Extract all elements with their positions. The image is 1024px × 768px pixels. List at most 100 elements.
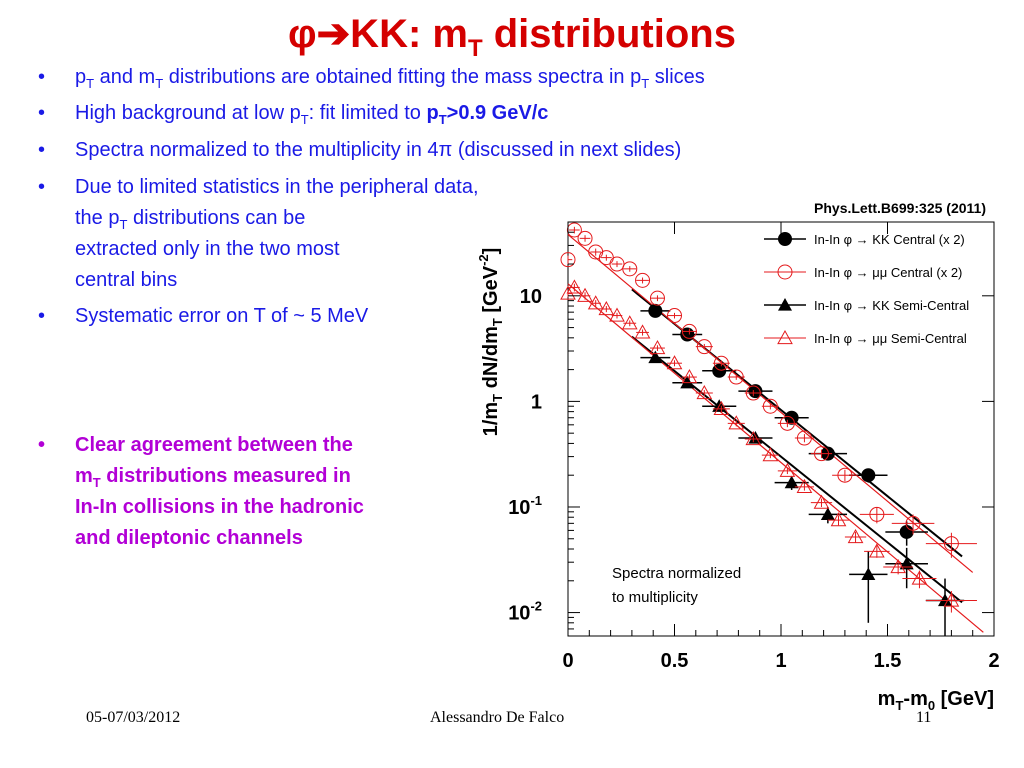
bullet-dot: •: [38, 434, 46, 456]
bullet-3-text: Spectra normalized to the multiplicity i…: [75, 139, 682, 161]
legend-label: In-In φ → KK Semi-Central: [814, 298, 969, 313]
y-tick-label: 10: [520, 286, 542, 308]
data-point: [762, 398, 778, 414]
fit-line: [631, 335, 963, 604]
data-point: [681, 323, 697, 339]
data-points: [560, 222, 977, 636]
bullet-dot: •: [38, 66, 46, 88]
data-point: [861, 567, 876, 580]
bullet-dot: •: [38, 176, 46, 198]
x-axis-label: mT-m0 [GeV]: [878, 688, 994, 713]
data-point: [621, 315, 638, 330]
data-point: [890, 558, 906, 574]
data-point: [649, 290, 665, 306]
series-3: [560, 279, 977, 613]
data-point: [943, 592, 960, 607]
chart-annotation-line-2: to multiplicity: [612, 589, 698, 606]
chart-reference: Phys.Lett.B699:325 (2011): [814, 200, 986, 216]
bullet-dot: •: [38, 305, 46, 327]
bullet-4-line-3: extracted only in the two most: [75, 238, 340, 260]
data-point: [680, 375, 695, 389]
y-axis-ticks: 10 1 10-1 10-2: [508, 221, 994, 637]
data-point: [837, 467, 853, 483]
legend-label: In-In φ → μμ Semi-Central: [814, 331, 967, 346]
bullet-6-line-1: Clear agreement between the: [75, 434, 353, 456]
data-point: [598, 250, 614, 266]
data-point: [796, 478, 813, 493]
x-tick-label: 0: [562, 650, 573, 672]
data-point: [566, 222, 582, 238]
bullet-6-line-4: and dileptonic channels: [75, 527, 303, 549]
data-point: [648, 350, 663, 364]
legend-marker: [778, 298, 792, 311]
x-tick-label: 0.5: [661, 650, 689, 672]
data-point: [728, 369, 744, 385]
bullet-dot: •: [38, 139, 46, 161]
data-point: [560, 252, 576, 268]
slide-title: φ➔KK: mT distributions: [0, 10, 1024, 73]
data-point: [696, 339, 712, 355]
data-point: [696, 385, 713, 400]
data-point: [681, 369, 698, 384]
data-point: [598, 300, 615, 316]
data-point: [745, 431, 762, 446]
y-tick-label: 10-1: [508, 493, 542, 519]
data-point: [635, 272, 651, 288]
data-point: [938, 593, 953, 607]
data-point: [560, 285, 576, 300]
data-point: [609, 307, 625, 322]
data-point: [649, 340, 666, 355]
bullet-4-line-1: Due to limited statistics in the periphe…: [75, 176, 479, 198]
data-point: [566, 279, 583, 294]
data-point: [587, 295, 604, 310]
data-point: [713, 355, 729, 371]
fit-line: [567, 234, 974, 573]
fit-line: [631, 288, 963, 558]
legend-label: In-In φ → KK Central (x 2): [814, 232, 965, 247]
x-tick-label: 1.5: [874, 650, 902, 672]
data-point: [728, 415, 745, 430]
data-point: [784, 475, 799, 489]
data-point: [784, 410, 799, 425]
data-point: [869, 543, 885, 558]
legend-label: In-In φ → μμ Central (x 2): [814, 265, 962, 280]
bullet-dot: •: [38, 102, 46, 124]
data-point: [943, 536, 959, 552]
data-point: [830, 512, 847, 527]
y-tick-label: 1: [531, 391, 542, 413]
data-point: [762, 447, 779, 462]
bullet-4-line-2: the pT distributions can be: [75, 207, 306, 232]
data-point: [748, 431, 763, 444]
bullet-6-line-2: mT distributions measured in: [75, 465, 351, 490]
data-point: [666, 355, 683, 370]
bullet-2-bold: pT>0.9 GeV/c: [426, 102, 549, 127]
data-point: [911, 570, 928, 585]
data-point: [899, 556, 914, 570]
x-tick-label: 1: [775, 650, 786, 672]
fit-line: [567, 283, 984, 633]
data-point: [779, 462, 796, 477]
y-axis-label: 1/mT dN/dmT [GeV-2]: [476, 248, 505, 437]
data-point: [680, 327, 695, 342]
data-point: [847, 528, 864, 544]
footer-author: Alessandro De Falco: [430, 709, 565, 726]
data-point: [861, 468, 876, 483]
data-point: [634, 324, 651, 339]
series-2: [640, 350, 965, 636]
data-point: [796, 430, 812, 446]
data-point: [648, 303, 663, 318]
data-point: [813, 446, 829, 462]
data-point: [899, 524, 914, 539]
bullet-1-text: pT and mT distributions are obtained fit…: [75, 66, 705, 91]
data-point: [813, 494, 830, 509]
data-point: [713, 400, 730, 415]
title-tail: distributions: [482, 12, 736, 56]
plot-frame: [567, 221, 995, 637]
data-point: [577, 287, 593, 302]
data-point: [588, 244, 604, 260]
x-axis-ticks: 0 0.5 1 1.5 2: [562, 222, 1000, 672]
chart-legend: In-In φ → KK Central (x 2) In-In φ → μμ C…: [764, 232, 969, 346]
bullet-2-text: High background at low pT: fit limited t…: [75, 102, 549, 127]
title-subscript: T: [467, 35, 483, 62]
series-1: [560, 222, 977, 558]
